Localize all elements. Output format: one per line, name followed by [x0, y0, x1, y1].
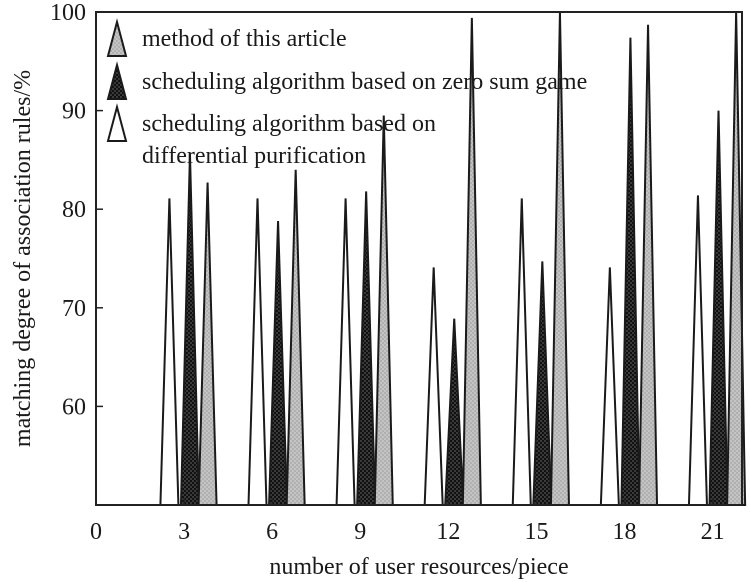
y-tick-label: 60: [62, 394, 86, 420]
zero-sum-spike: [532, 261, 553, 506]
method-spike: [197, 182, 218, 506]
legend-label: method of this article: [142, 26, 347, 52]
x-tick-label: 15: [524, 519, 548, 545]
method-spike: [638, 24, 659, 506]
differential-spike: [687, 195, 708, 506]
zero-sum-spike: [268, 221, 289, 506]
legend-swatch: [106, 61, 128, 100]
legend: method of this article scheduling algorit…: [106, 18, 587, 169]
legend-label: scheduling algorithm based on zero sum g…: [142, 69, 587, 95]
axes: 0 3 6 9 12 15 18 21 60 70 80 90 100: [50, 0, 725, 545]
y-tick-label: 90: [62, 99, 86, 125]
method-spike: [373, 115, 394, 506]
x-axis-label: number of user resources/piece: [269, 554, 568, 580]
y-tick-label: 100: [50, 0, 86, 26]
legend-label: scheduling algorithm based on: [142, 111, 436, 137]
differential-spike: [247, 198, 268, 506]
x-tick-label: 9: [354, 519, 366, 545]
differential-spike: [335, 198, 356, 506]
x-tick-label: 3: [178, 519, 190, 545]
x-tick-label: 6: [266, 519, 278, 545]
y-axis-label: matching degree of association rules/%: [10, 70, 36, 447]
x-tick-label: 18: [613, 519, 637, 545]
y-tick-label: 80: [62, 197, 86, 223]
differential-spike: [159, 198, 180, 506]
zero-sum-spike: [444, 318, 465, 506]
x-tick-label: 12: [436, 519, 460, 545]
x-tick-label: 21: [701, 519, 725, 545]
differential-spike: [511, 198, 532, 506]
plot-frame: [95, 11, 743, 506]
zero-sum-spike: [708, 110, 729, 506]
x-tick-label: 0: [90, 519, 102, 545]
zero-sum-spike: [620, 37, 641, 506]
legend-label: differential purification: [142, 143, 366, 169]
legend-swatch: [106, 103, 128, 142]
method-spike: [285, 169, 306, 506]
differential-spike: [423, 267, 444, 506]
zero-sum-spike: [179, 153, 200, 506]
legend-swatch: [106, 18, 128, 57]
zero-sum-spike: [356, 191, 377, 506]
differential-spike: [599, 267, 620, 506]
y-tick-label: 70: [62, 296, 86, 322]
